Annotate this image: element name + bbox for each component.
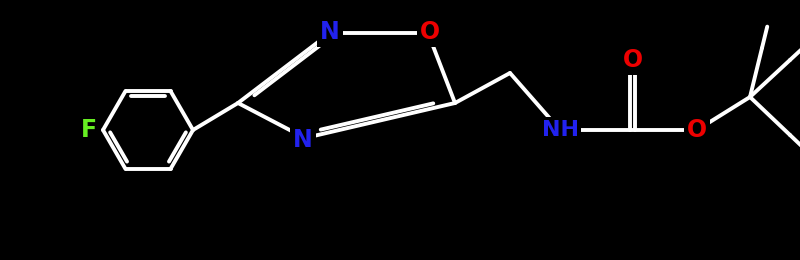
Text: O: O xyxy=(420,20,440,44)
Text: O: O xyxy=(687,118,707,142)
Text: F: F xyxy=(81,118,97,142)
Text: N: N xyxy=(293,128,313,152)
Text: N: N xyxy=(320,20,340,44)
Text: O: O xyxy=(623,48,643,72)
Text: NH: NH xyxy=(542,120,578,140)
